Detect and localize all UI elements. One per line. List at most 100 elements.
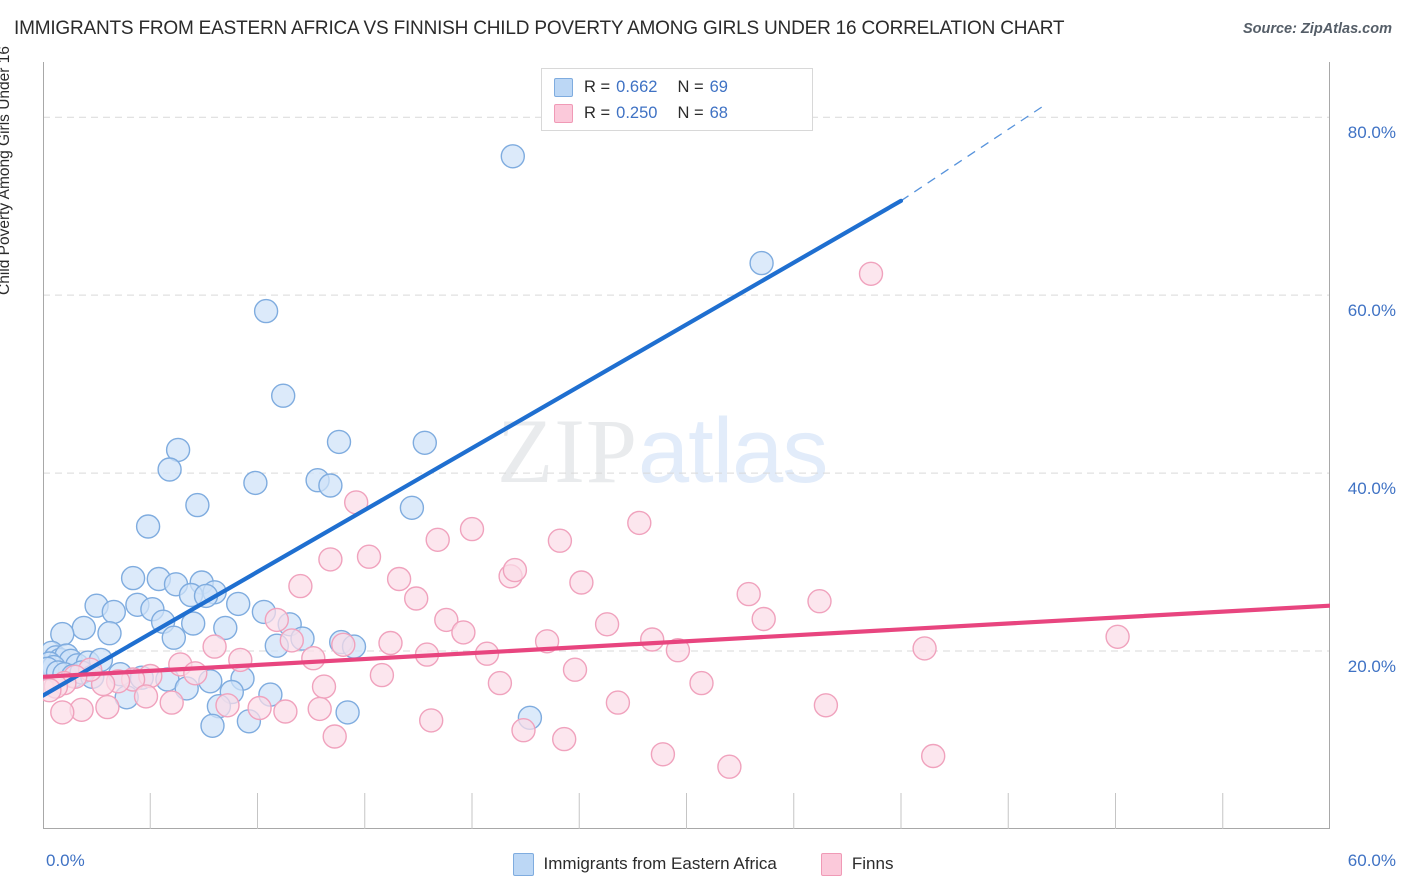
data-point — [318, 547, 343, 572]
data-point — [717, 754, 742, 779]
data-point — [736, 581, 761, 607]
data-point — [921, 743, 946, 769]
data-point — [213, 615, 238, 641]
data-point — [569, 570, 594, 595]
data-point — [159, 690, 184, 715]
legend-item-immigrants-from-eastern-africa[interactable]: Immigrants from Eastern Africa — [512, 852, 777, 876]
data-point — [434, 607, 459, 633]
data-point — [858, 261, 884, 287]
data-point — [288, 573, 313, 599]
legend-label-immigrants: Immigrants from Eastern Africa — [543, 854, 777, 873]
data-point — [627, 510, 652, 536]
y-tick-label: 20.0% — [1347, 657, 1396, 677]
trendline-extension — [900, 105, 1043, 202]
data-point — [264, 607, 290, 633]
data-point — [399, 495, 425, 520]
series-legend: Immigrants from Eastern Africa Finns — [0, 848, 1406, 880]
data-point — [511, 718, 536, 743]
data-point — [71, 615, 96, 641]
data-point — [404, 586, 429, 611]
data-point — [318, 473, 343, 498]
y-tick-label: 60.0% — [1347, 301, 1396, 321]
data-point — [605, 690, 631, 715]
data-point — [425, 527, 450, 552]
correlation-stats-legend: R = 0.662 N = 69 R = 0.250 N = 68 — [541, 68, 813, 131]
data-point — [650, 742, 676, 767]
data-point — [50, 700, 75, 725]
data-point — [97, 621, 122, 646]
data-point — [307, 696, 332, 722]
page-title: IMMIGRANTS FROM EASTERN AFRICA VS FINNIS… — [14, 18, 1065, 39]
data-point — [419, 708, 444, 733]
data-point — [451, 620, 476, 645]
data-point — [640, 627, 665, 652]
data-point — [500, 144, 525, 169]
data-point — [1105, 624, 1130, 649]
data-point — [369, 662, 395, 688]
x-tick-label-max: 60.0% — [1347, 851, 1396, 870]
data-point — [161, 625, 187, 650]
legend-label-finns: Finns — [851, 854, 894, 873]
data-point — [270, 383, 296, 408]
data-point — [120, 565, 146, 591]
data-point — [912, 636, 937, 661]
r-value-blue: 0.662 — [616, 77, 658, 96]
series-points-immigrants-from-eastern-africa — [43, 144, 774, 738]
data-point — [180, 611, 206, 636]
data-point — [95, 694, 120, 720]
data-point — [273, 699, 298, 724]
legend-swatch-blue-icon — [512, 852, 534, 876]
stats-row-blue: R = 0.662 N = 69 — [554, 74, 800, 100]
data-point — [202, 634, 227, 659]
n-value-blue: 69 — [709, 77, 728, 96]
legend-swatch-pink-icon — [820, 852, 842, 876]
data-point — [594, 612, 620, 637]
n-label-pink: N = — [677, 103, 704, 122]
y-tick-label: 40.0% — [1347, 479, 1396, 499]
data-point — [200, 713, 225, 738]
data-point — [331, 632, 356, 657]
n-label-blue: N = — [677, 77, 704, 96]
data-point — [665, 638, 691, 663]
data-point — [322, 724, 347, 749]
data-point — [135, 514, 161, 539]
data-point — [562, 657, 588, 682]
data-point — [487, 670, 513, 696]
series-swatch-blue-icon — [554, 77, 573, 97]
data-point — [378, 630, 403, 656]
data-point — [552, 726, 577, 752]
data-point — [749, 250, 774, 276]
data-point — [225, 591, 251, 617]
plot-area — [43, 62, 1330, 829]
r-label-pink: R = — [584, 103, 611, 122]
data-point — [247, 695, 272, 721]
data-point — [502, 557, 528, 583]
data-point — [807, 589, 832, 614]
data-point — [215, 693, 240, 718]
data-point — [813, 693, 839, 718]
title-bar: IMMIGRANTS FROM EASTERN AFRICA VS FINNIS… — [0, 0, 1406, 52]
y-axis-title: Child Poverty Among Girls Under 16 — [0, 46, 13, 295]
data-point — [301, 646, 326, 671]
data-point — [689, 670, 714, 696]
y-tick-label: 80.0% — [1347, 123, 1396, 143]
trendline — [43, 198, 904, 698]
data-point — [279, 628, 305, 653]
data-point — [243, 470, 268, 496]
n-value-pink: 68 — [709, 103, 728, 122]
x-tick-label-min: 0.0% — [46, 851, 85, 870]
legend-item-finns[interactable]: Finns — [820, 852, 894, 876]
source-label: Source: ZipAtlas.com — [1242, 21, 1392, 37]
data-point — [547, 528, 573, 553]
data-point — [751, 606, 776, 632]
data-point — [133, 684, 159, 709]
data-point — [459, 516, 485, 542]
data-point — [356, 544, 382, 569]
trendline — [43, 603, 1330, 679]
data-point — [157, 457, 182, 482]
data-point — [412, 430, 437, 455]
data-point — [101, 599, 127, 625]
data-point — [185, 492, 210, 518]
r-value-pink: 0.250 — [616, 103, 658, 122]
